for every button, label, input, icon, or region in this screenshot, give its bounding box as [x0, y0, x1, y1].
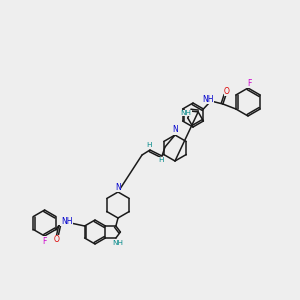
Text: N: N — [115, 182, 121, 191]
Text: O: O — [224, 86, 230, 95]
Text: N: N — [172, 125, 178, 134]
Text: F: F — [42, 236, 47, 245]
Text: NH: NH — [180, 110, 191, 116]
Text: H: H — [146, 142, 152, 148]
Text: H: H — [158, 157, 164, 163]
Text: NH: NH — [202, 94, 214, 103]
Text: F: F — [247, 79, 251, 88]
Text: NH: NH — [61, 217, 72, 226]
Text: NH: NH — [112, 240, 123, 246]
Text: O: O — [54, 236, 59, 244]
